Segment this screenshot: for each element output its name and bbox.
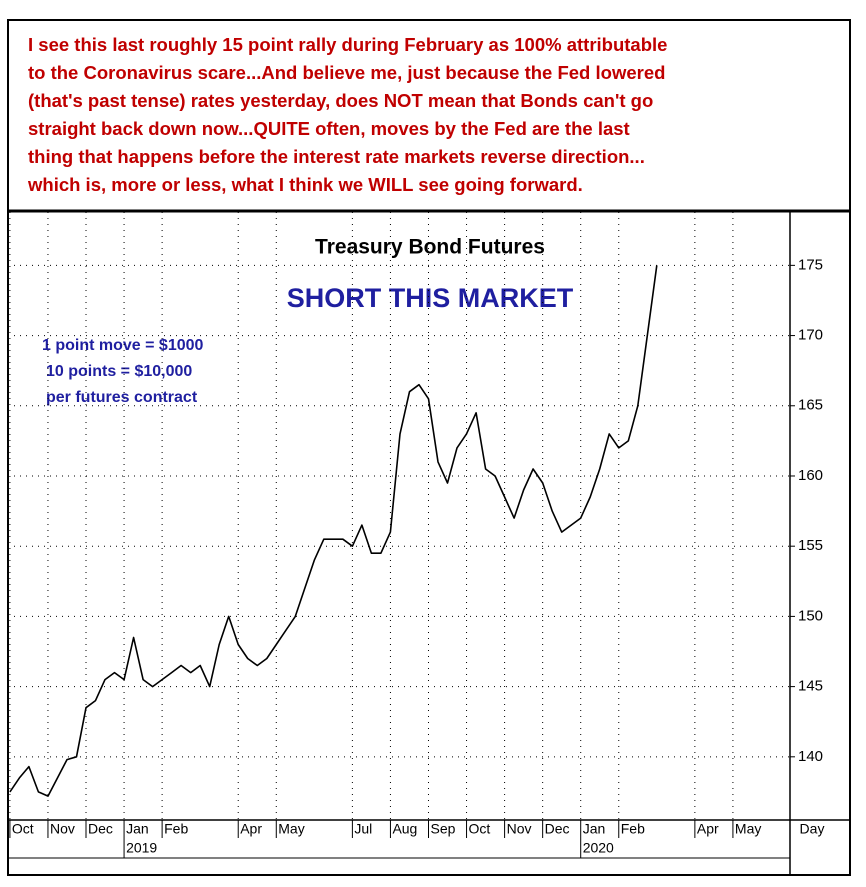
frame	[7, 19, 851, 876]
x-tick-label: Feb	[164, 821, 188, 837]
note: 10 points = $10,000	[46, 363, 192, 380]
x-tick-label: Jan	[126, 821, 149, 837]
y-tick-label: 170	[798, 327, 823, 344]
y-tick-label: 165	[798, 397, 823, 414]
x-tick-label: Oct	[12, 821, 34, 837]
x-tick-label: Apr	[697, 821, 719, 837]
annotation-line: straight back down now...QUITE often, mo…	[28, 118, 630, 139]
annotation-line: to the Coronavirus scare...And believe m…	[28, 62, 665, 83]
chart-title: Treasury Bond Futures	[315, 236, 545, 259]
y-tick-label: 140	[798, 748, 823, 765]
x-tick-label: Dec	[545, 821, 570, 837]
x-tick-label: Apr	[240, 821, 262, 837]
x-axis-label: Day	[800, 821, 825, 837]
x-tick-label: May	[735, 821, 761, 837]
y-tick-label: 155	[798, 537, 823, 554]
x-tick-label: Nov	[507, 821, 532, 837]
price-line	[9, 265, 658, 797]
x-tick-label: Jan	[583, 821, 606, 837]
year-label: 2020	[583, 840, 614, 856]
note: per futures contract	[46, 389, 198, 406]
x-tick-label: Oct	[469, 821, 491, 837]
annotation-line: thing that happens before the interest r…	[28, 146, 645, 167]
x-tick-label: Jul	[354, 821, 372, 837]
annotation-line: I see this last roughly 15 point rally d…	[28, 34, 667, 55]
y-tick-label: 145	[798, 678, 823, 695]
x-tick-label: Aug	[392, 821, 417, 837]
y-tick-label: 175	[798, 256, 823, 273]
y-tick-label: 160	[798, 467, 823, 484]
note: 1 point move = $1000	[42, 337, 204, 354]
chart-subtitle: SHORT THIS MARKET	[287, 283, 574, 313]
x-tick-label: Dec	[88, 821, 113, 837]
x-tick-label: Nov	[50, 821, 75, 837]
x-tick-label: Feb	[621, 821, 645, 837]
x-tick-label: Sep	[430, 821, 455, 837]
x-tick-label: May	[278, 821, 304, 837]
year-label: 2019	[126, 840, 157, 856]
annotation-line: which is, more or less, what I think we …	[27, 174, 583, 195]
annotation-line: (that's past tense) rates yesterday, doe…	[28, 90, 653, 111]
y-tick-label: 150	[798, 607, 823, 624]
